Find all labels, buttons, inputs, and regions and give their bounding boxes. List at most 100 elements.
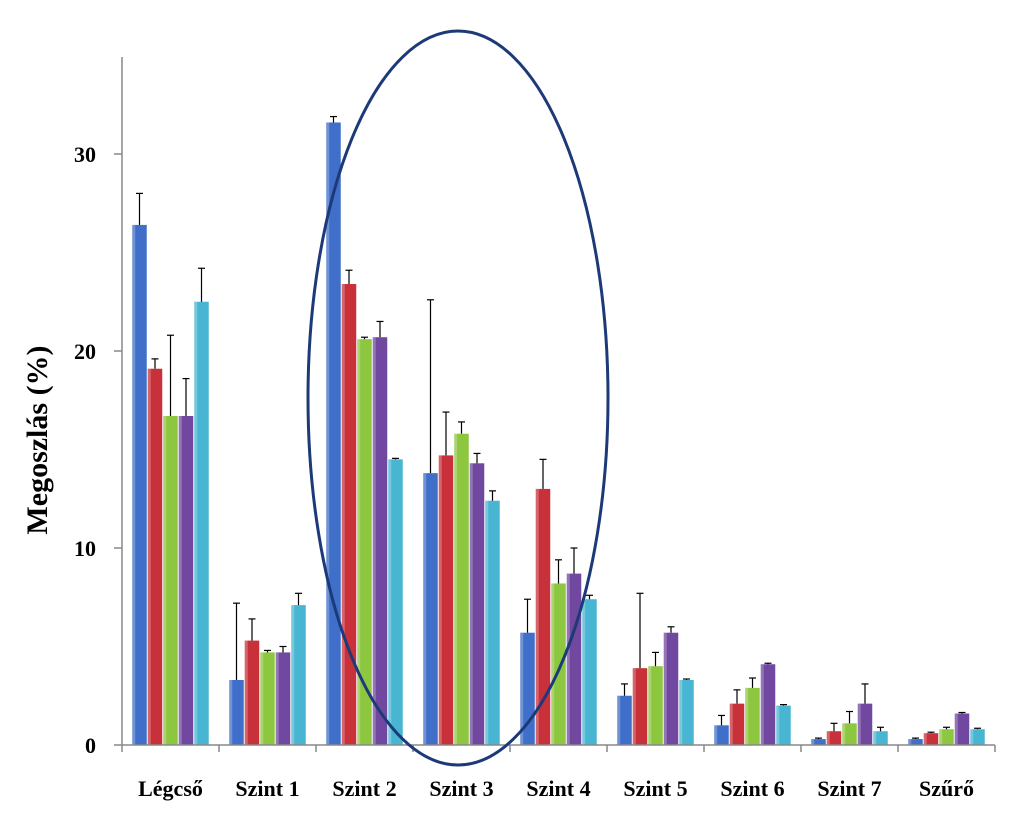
bar-highlight xyxy=(873,731,877,745)
bar-highlight xyxy=(229,679,233,745)
bar-highlight xyxy=(341,284,345,745)
bar xyxy=(275,652,291,745)
bar-highlight xyxy=(923,733,927,745)
bar-highlight xyxy=(485,500,489,745)
bar xyxy=(178,416,194,745)
bar xyxy=(372,337,388,745)
y-axis-title: Megoszlás (%) xyxy=(21,345,54,534)
bar xyxy=(679,679,694,745)
bar-highlight xyxy=(776,705,780,745)
bar-highlight xyxy=(520,632,524,745)
bar-highlight xyxy=(648,666,652,745)
x-categories-layer: Légcső Szint 1 Szint 2 Szint 3 Szint 4 Szint … xyxy=(138,776,974,801)
bar xyxy=(842,723,857,745)
bar-highlight xyxy=(132,224,136,746)
bar xyxy=(857,703,873,745)
bar xyxy=(485,500,500,745)
y-ticks-layer: 0 10 20 30 xyxy=(74,142,122,758)
bar-highlight xyxy=(729,703,733,745)
highlight-ellipse xyxy=(306,29,610,767)
bar-highlight xyxy=(244,640,248,745)
bar xyxy=(714,725,729,745)
bar-highlight xyxy=(388,459,392,745)
bar xyxy=(260,652,275,745)
bar-highlight xyxy=(291,605,295,745)
bars-layer xyxy=(132,122,985,746)
bar-highlight xyxy=(372,337,376,745)
bar-highlight xyxy=(679,679,683,745)
bar xyxy=(826,731,842,745)
bar xyxy=(551,583,566,745)
x-category-label: Szint 6 xyxy=(720,776,784,801)
bar-highlight xyxy=(745,687,749,745)
bar xyxy=(341,284,357,745)
bar xyxy=(454,433,469,745)
bar xyxy=(163,416,178,745)
x-category-label: Szint 3 xyxy=(429,776,493,801)
bar xyxy=(147,368,163,745)
bar-highlight xyxy=(582,599,586,745)
x-category-label: Szűrő xyxy=(919,776,974,801)
bar-highlight xyxy=(842,723,846,745)
bar xyxy=(745,687,760,745)
bar-highlight xyxy=(760,664,764,745)
x-category-label: Szint 2 xyxy=(332,776,396,801)
bar-highlight xyxy=(551,583,555,745)
bar-highlight xyxy=(438,455,442,745)
bar xyxy=(632,668,648,745)
bar xyxy=(423,473,438,745)
y-tick-label: 0 xyxy=(85,733,96,758)
bar-highlight xyxy=(663,632,667,745)
bar xyxy=(873,731,888,745)
bar xyxy=(291,605,306,745)
bar-highlight xyxy=(954,713,958,745)
bar xyxy=(954,713,970,745)
bar-highlight xyxy=(811,739,815,745)
bar xyxy=(132,224,147,746)
x-category-label: Légcső xyxy=(138,776,203,801)
bar xyxy=(438,455,454,745)
bar xyxy=(469,463,485,745)
bar xyxy=(729,703,745,745)
bar-highlight xyxy=(260,652,264,745)
bar xyxy=(194,301,209,745)
x-category-label: Szint 1 xyxy=(235,776,299,801)
axes-layer xyxy=(121,57,996,752)
bar xyxy=(923,733,939,745)
bar xyxy=(582,599,597,745)
x-category-label: Szint 5 xyxy=(623,776,687,801)
bar-highlight xyxy=(357,339,361,745)
bar xyxy=(617,695,632,745)
bar xyxy=(908,739,923,745)
bar-highlight xyxy=(275,652,279,745)
bar-highlight xyxy=(535,488,539,745)
bar xyxy=(388,459,403,745)
bar xyxy=(939,729,954,745)
bar xyxy=(357,339,372,745)
bar-highlight xyxy=(857,703,861,745)
bar-highlight xyxy=(423,473,427,745)
bar-highlight xyxy=(326,122,330,746)
x-category-label: Szint 4 xyxy=(526,776,590,801)
bar-highlight xyxy=(632,668,636,745)
x-category-label: Szint 7 xyxy=(817,776,881,801)
bar xyxy=(535,488,551,745)
bar-highlight xyxy=(178,416,182,745)
y-tick-label: 20 xyxy=(74,339,96,364)
bar xyxy=(776,705,791,745)
bar xyxy=(244,640,260,745)
bar-highlight xyxy=(617,695,621,745)
bar xyxy=(663,632,679,745)
y-tick-label: 30 xyxy=(74,142,96,167)
bar xyxy=(648,666,663,745)
bar xyxy=(760,664,776,745)
bar-highlight xyxy=(826,731,830,745)
error-bars-layer xyxy=(136,115,981,740)
y-tick-label: 10 xyxy=(74,536,96,561)
bar xyxy=(229,679,244,745)
bar-highlight xyxy=(566,573,570,745)
bar-highlight xyxy=(194,301,198,745)
bar-highlight xyxy=(714,725,718,745)
bar-highlight xyxy=(454,433,458,745)
